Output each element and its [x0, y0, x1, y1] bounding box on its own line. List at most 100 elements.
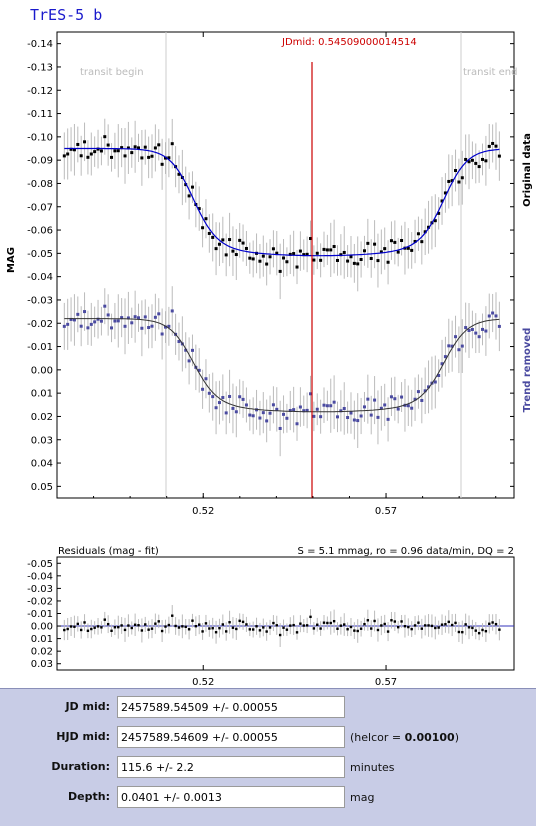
detrended-point	[447, 344, 451, 348]
detrended-point	[217, 401, 221, 405]
original-point	[487, 144, 491, 148]
detrended-point	[494, 314, 498, 318]
original-point	[484, 159, 488, 163]
original-point	[170, 142, 174, 146]
original-fit-curve	[64, 147, 500, 257]
hjd-mid-label: HJD mid:	[56, 730, 110, 743]
residual-point	[390, 619, 393, 622]
original-point	[207, 231, 211, 235]
residual-point	[370, 627, 373, 630]
original-point	[362, 249, 366, 253]
original-point	[319, 258, 323, 262]
original-point	[356, 262, 360, 266]
residual-point	[329, 621, 332, 625]
original-point	[137, 146, 141, 150]
residual-point	[407, 625, 410, 629]
detrended-point	[423, 389, 427, 393]
original-point	[248, 256, 252, 260]
residual-point	[248, 628, 252, 631]
original-point	[332, 245, 336, 249]
detrended-point	[339, 409, 343, 413]
residual-point	[353, 629, 356, 632]
detrended-point	[160, 332, 164, 336]
main-y-tick-label: -0.04	[27, 272, 53, 283]
original-point	[275, 251, 279, 255]
main-y-tick-label: 0.05	[31, 482, 53, 493]
duration-field[interactable]	[117, 756, 345, 778]
main-y-tick-label: -0.06	[27, 226, 53, 237]
residual-point	[376, 628, 380, 632]
residual-point	[454, 621, 457, 625]
original-point	[86, 155, 90, 159]
original-point	[416, 232, 420, 236]
original-point	[437, 211, 441, 215]
residual-point	[498, 628, 501, 631]
residual-point	[309, 615, 312, 619]
detrended-point	[427, 385, 431, 389]
detrended-point	[413, 397, 417, 401]
depth-unit: mag	[350, 791, 375, 804]
helcor-value: 0.00100	[404, 731, 455, 744]
detrended-point	[143, 315, 147, 319]
residual-point	[100, 626, 103, 629]
detrended-point	[292, 408, 296, 412]
original-point	[494, 144, 498, 148]
hjd-mid-field[interactable]	[117, 726, 345, 748]
original-point	[217, 242, 221, 246]
residual-point	[83, 621, 86, 624]
residual-point	[332, 619, 336, 623]
detrended-point	[325, 404, 329, 408]
residual-point	[285, 628, 289, 631]
residual-point	[113, 626, 117, 629]
original-point	[477, 165, 481, 169]
detrended-point	[477, 335, 481, 339]
main-plot-frame	[56, 31, 515, 499]
residual-point	[63, 628, 66, 632]
detrended-point	[376, 415, 380, 419]
residual-y-tick-label: 0.02	[31, 647, 53, 658]
residual-point	[198, 623, 201, 626]
residual-point	[430, 624, 434, 628]
detrended-point	[312, 414, 316, 418]
detrended-point	[113, 319, 117, 323]
detrended-point	[133, 315, 137, 319]
detrended-point	[329, 404, 333, 408]
residual-point	[224, 630, 228, 633]
detrended-point	[137, 316, 141, 320]
residual-point	[93, 626, 96, 629]
detrended-point	[214, 406, 218, 410]
detrended-point	[238, 395, 242, 399]
original-point	[268, 255, 272, 259]
main-y-tick-label: -0.02	[27, 319, 53, 330]
residual-y-tick-label: -0.02	[27, 596, 53, 607]
detrended-point	[474, 331, 478, 335]
residual-point	[96, 625, 100, 628]
helcor-suffix: )	[454, 731, 460, 744]
original-point	[383, 247, 387, 251]
jdmid-label: JDmid: 0.54509000014514	[281, 37, 417, 48]
residual-point	[477, 631, 481, 635]
original-point	[322, 247, 326, 251]
detrended-point	[278, 426, 282, 430]
detrended-point	[275, 407, 279, 411]
residual-point	[140, 629, 144, 632]
original-point	[120, 146, 124, 150]
jd-mid-field[interactable]	[117, 696, 345, 718]
residual-point	[144, 623, 147, 626]
depth-field[interactable]	[117, 786, 345, 808]
original-point	[221, 238, 225, 242]
residual-point	[275, 624, 278, 627]
residual-point	[282, 626, 285, 629]
detrended-point	[332, 400, 336, 404]
residual-point	[255, 625, 258, 628]
helcor-prefix: (helcor =	[350, 731, 405, 744]
detrended-point	[69, 317, 73, 321]
original-point	[298, 249, 302, 253]
residual-point	[440, 623, 444, 626]
original-point	[396, 250, 400, 254]
residual-point	[167, 623, 171, 627]
original-point	[312, 258, 316, 262]
original-point	[147, 155, 151, 159]
residual-point	[450, 623, 454, 627]
residual-point	[474, 629, 477, 632]
